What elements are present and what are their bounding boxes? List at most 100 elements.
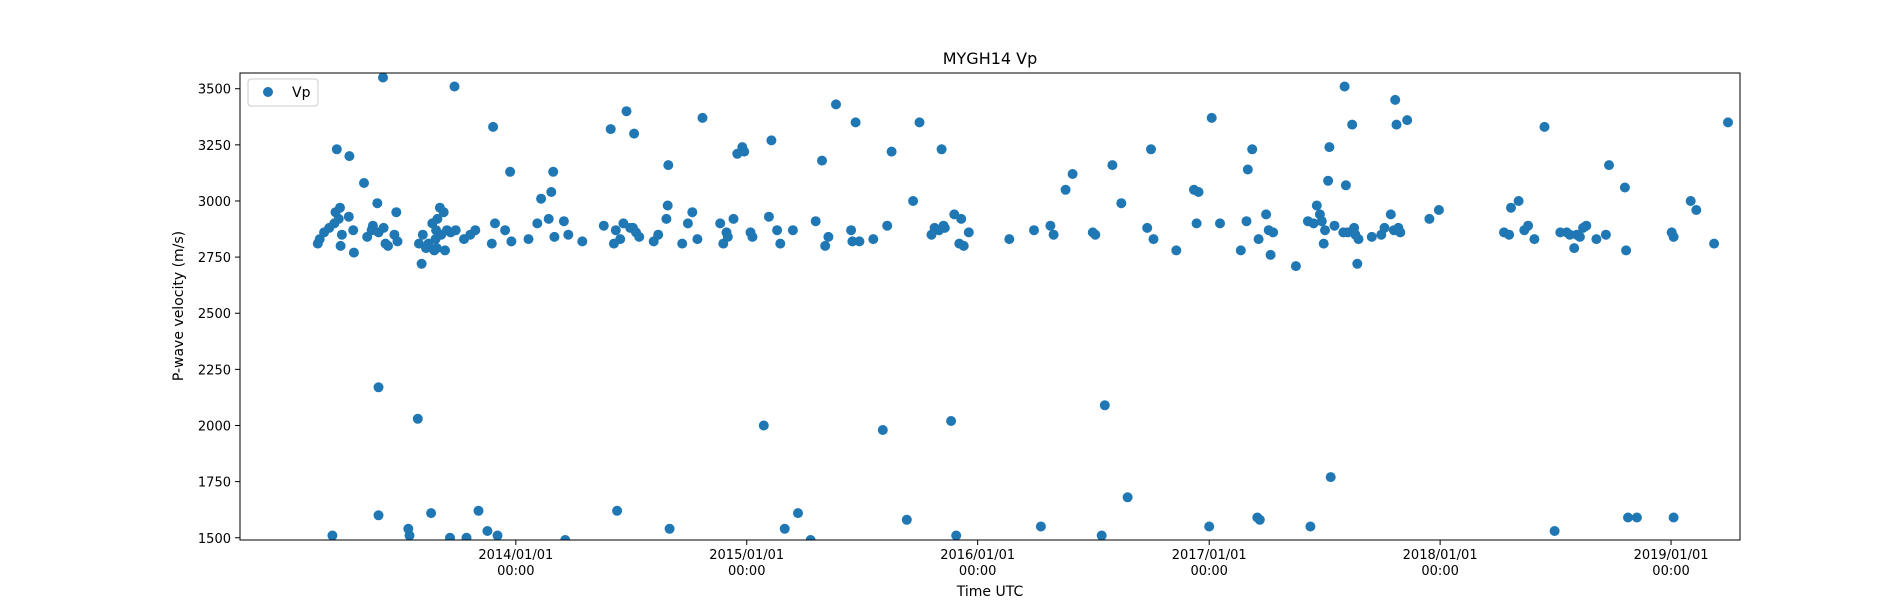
data-point: [846, 225, 856, 235]
data-point: [940, 223, 950, 233]
data-point: [1569, 243, 1579, 253]
data-point: [482, 526, 492, 536]
data-point: [405, 531, 415, 541]
data-point: [374, 382, 384, 392]
data-point: [1029, 225, 1039, 235]
data-point: [1591, 234, 1601, 244]
data-point: [337, 230, 347, 240]
data-point: [956, 214, 966, 224]
x-tick-label-date: 2017/01/01: [1172, 548, 1247, 563]
data-point: [946, 416, 956, 426]
data-point: [500, 225, 510, 235]
legend-marker: [263, 87, 273, 97]
data-point: [1207, 113, 1217, 123]
data-point: [1395, 227, 1405, 237]
data-point: [612, 506, 622, 516]
data-point: [661, 214, 671, 224]
data-point: [1347, 120, 1357, 130]
x-tick-label-date: 2016/01/01: [940, 548, 1015, 563]
data-point: [788, 225, 798, 235]
data-point: [1247, 144, 1257, 154]
data-point: [615, 234, 625, 244]
data-point: [440, 245, 450, 255]
data-point: [820, 241, 830, 251]
data-point: [1669, 232, 1679, 242]
x-tick-label-time: 00:00: [1190, 564, 1227, 579]
data-point: [1045, 221, 1055, 231]
data-point: [332, 144, 342, 154]
data-point: [1268, 227, 1278, 237]
data-point: [653, 230, 663, 240]
data-point: [868, 234, 878, 244]
x-tick-label-time: 00:00: [1652, 564, 1689, 579]
data-point: [1632, 513, 1642, 523]
y-tick-label: 3000: [198, 195, 231, 210]
data-point: [687, 207, 697, 217]
data-point: [831, 99, 841, 109]
data-point: [1266, 250, 1276, 260]
data-point: [683, 218, 693, 228]
data-point: [766, 135, 776, 145]
data-point: [793, 508, 803, 518]
legend-label: Vp: [292, 85, 311, 101]
data-point: [764, 212, 774, 222]
data-point: [698, 113, 708, 123]
data-point: [1523, 221, 1533, 231]
chart-title: MYGH14 Vp: [943, 49, 1038, 68]
data-point: [908, 196, 918, 206]
data-point: [487, 239, 497, 249]
data-point: [759, 421, 769, 431]
data-point: [450, 82, 460, 92]
data-point: [1723, 117, 1733, 127]
x-tick-label-date: 2015/01/01: [709, 548, 784, 563]
data-point: [490, 218, 500, 228]
data-point: [775, 239, 785, 249]
x-axis-label: Time UTC: [956, 584, 1024, 600]
data-point: [854, 236, 864, 246]
data-point: [1097, 531, 1107, 541]
data-point: [1380, 223, 1390, 233]
data-point: [729, 214, 739, 224]
data-point: [474, 506, 484, 516]
data-point: [611, 225, 621, 235]
data-point: [629, 129, 639, 139]
data-point: [336, 241, 346, 251]
data-point: [493, 531, 503, 541]
data-point: [383, 241, 393, 251]
data-point: [1194, 187, 1204, 197]
x-tick-label-time: 00:00: [497, 564, 534, 579]
data-point: [902, 515, 912, 525]
data-point: [1142, 223, 1152, 233]
data-point: [747, 232, 757, 242]
data-point: [1255, 515, 1265, 525]
data-point: [1123, 492, 1133, 502]
data-point: [882, 221, 892, 231]
data-point: [426, 508, 436, 518]
data-point: [1341, 180, 1351, 190]
data-point: [348, 225, 358, 235]
data-point: [663, 201, 673, 211]
data-point: [1036, 522, 1046, 532]
y-tick-label: 3250: [198, 139, 231, 154]
data-point: [548, 167, 558, 177]
x-tick-label-time: 00:00: [1421, 564, 1458, 579]
data-point: [665, 524, 675, 534]
data-point: [622, 106, 632, 116]
data-point: [1061, 185, 1071, 195]
data-point: [1330, 221, 1340, 231]
data-point: [887, 147, 897, 157]
data-point: [1261, 209, 1271, 219]
x-tick-label-time: 00:00: [728, 564, 765, 579]
data-point: [506, 236, 516, 246]
data-point: [1604, 160, 1614, 170]
data-point: [878, 425, 888, 435]
data-point: [1354, 234, 1364, 244]
y-axis-label: P-wave velocity (m/s): [171, 231, 187, 381]
data-point: [634, 232, 644, 242]
data-point: [1529, 234, 1539, 244]
data-point: [1686, 196, 1696, 206]
data-point: [1320, 225, 1330, 235]
data-point: [1323, 176, 1333, 186]
